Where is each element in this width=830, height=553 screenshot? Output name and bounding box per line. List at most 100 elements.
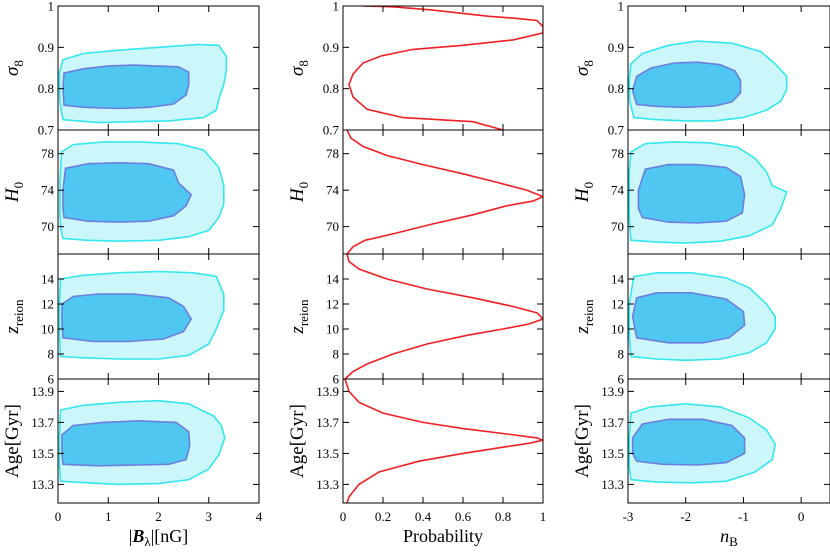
ytick-label: 70 [326, 219, 339, 234]
xtick-label: 0.6 [455, 509, 472, 524]
ytick-label: 13.7 [31, 415, 54, 430]
xtick-label: 1 [105, 509, 112, 524]
panel-zreion-prob: 6 8 10 12 14 zreion [287, 253, 544, 387]
contour-68-age-B [61, 419, 191, 467]
panel-zreion-nB: 6 8 10 12 14 zreion [572, 253, 830, 387]
ytick-label: 74 [41, 183, 55, 198]
pdf-curve-age [344, 379, 543, 503]
ylabel-zreion: zreion [2, 299, 26, 335]
ytick-label: 13.5 [601, 446, 624, 461]
panel-H0-prob: 70 74 78 H0 [287, 129, 544, 255]
ytick-label: 1 [618, 0, 625, 14]
xlabel-B: |Bλ|[nG] [129, 526, 189, 549]
ytick-label: 78 [326, 146, 339, 161]
panel-age-B: 13.3 13.5 13.7 13.9 0 1 2 3 4 Age[Gyr] [2, 378, 263, 524]
ylabel-sigma8: σ8 [2, 60, 26, 76]
ylabel-H0: H0 [572, 182, 596, 203]
ylabel-sigma8: σ8 [287, 60, 311, 76]
xtick-label: 0.4 [415, 509, 432, 524]
contour-68-H0-B [62, 161, 193, 223]
ytick-label: 0.8 [323, 81, 339, 96]
pdf-curve-H0 [346, 130, 543, 254]
ylabel-H0: H0 [287, 182, 311, 203]
ytick-label: 70 [41, 219, 54, 234]
contour-68-sigma8-B [62, 64, 190, 110]
xtick-label: 3 [206, 509, 213, 524]
xtick-label: 2 [155, 509, 162, 524]
pdf-curve-zreion [344, 254, 543, 379]
ytick-label: 13.7 [316, 415, 339, 430]
ytick-label: 10 [41, 322, 54, 337]
ylabel-age: Age[Gyr] [287, 404, 308, 478]
ytick-label: 0.7 [608, 123, 625, 138]
ytick-label: 13.9 [601, 384, 624, 399]
xtick-label: 1 [540, 509, 547, 524]
ytick-label: 0.9 [608, 40, 624, 55]
ytick-label: 0.8 [608, 81, 624, 96]
panel-age-nB: 13.3 13.5 13.7 13.9 -3 -2 -1 0 Age[Gyr] [572, 378, 830, 524]
ytick-label: 78 [611, 146, 624, 161]
ytick-label: 0.9 [38, 40, 54, 55]
ytick-label: 70 [611, 219, 624, 234]
ytick-label: 8 [618, 347, 625, 362]
ytick-label: 13.5 [316, 446, 339, 461]
ytick-label: 74 [611, 183, 625, 198]
ytick-label: 6 [48, 372, 55, 387]
xtick-label: 0 [55, 509, 62, 524]
panel-sigma8-prob: 0.7 0.8 0.9 1 σ8 [287, 0, 544, 138]
xtick-label: -3 [623, 509, 634, 524]
panel-sigma8-nB: 0.7 0.8 0.9 1 σ8 [572, 0, 830, 138]
panel-frame [627, 378, 830, 504]
ytick-label: 10 [611, 322, 624, 337]
ytick-label: 13.9 [316, 384, 339, 399]
pdf-curve-sigma8 [348, 6, 543, 130]
ytick-label: 10 [326, 322, 339, 337]
ytick-label: 1 [48, 0, 55, 14]
contour-68-age-nB [631, 418, 746, 466]
panel-H0-B: 70 74 78 H0 [2, 129, 260, 255]
ytick-label: 13.9 [31, 384, 54, 399]
xtick-label: 0.8 [495, 509, 511, 524]
ytick-label: 74 [326, 183, 340, 198]
ylabel-H0: H0 [2, 182, 26, 203]
xlabel-prob: Probability [403, 526, 483, 546]
ylabel-zreion: zreion [572, 299, 596, 335]
panel-H0-nB: 70 74 78 H0 [572, 129, 830, 255]
ylabel-sigma8: σ8 [572, 60, 596, 76]
xtick-label: -2 [680, 509, 691, 524]
ylabel-age: Age[Gyr] [572, 404, 593, 478]
panel-frame [342, 129, 544, 255]
xtick-label: 0 [340, 509, 347, 524]
contour-68-sigma8-nB [631, 61, 742, 109]
ytick-label: 78 [41, 146, 54, 161]
ylabel-zreion: zreion [287, 299, 311, 335]
ytick-label: 13.5 [31, 446, 54, 461]
ytick-label: 12 [326, 297, 339, 312]
panel-frame [342, 253, 544, 380]
xtick-label: 0.2 [375, 509, 391, 524]
ytick-label: 0.7 [38, 123, 55, 138]
panel-sigma8-B: 0.7 0.8 0.9 1 σ8 [2, 0, 260, 138]
ytick-label: 13.3 [316, 477, 339, 492]
ytick-label: 6 [333, 372, 340, 387]
ytick-label: 0.9 [323, 40, 339, 55]
ytick-label: 0.7 [323, 123, 340, 138]
ylabel-age: Age[Gyr] [2, 404, 23, 478]
ytick-label: 13.7 [601, 415, 624, 430]
ytick-label: 1 [333, 0, 340, 14]
ytick-label: 8 [333, 347, 340, 362]
ytick-label: 13.3 [601, 477, 624, 492]
contour-68-H0-nB [637, 163, 746, 224]
panel-zreion-B: 6 8 10 12 14 zreion [2, 253, 260, 387]
contour-68-zreion-nB [631, 291, 746, 344]
ytick-label: 14 [326, 272, 340, 287]
xtick-label: 0 [798, 509, 805, 524]
xtick-label: -1 [738, 509, 749, 524]
ytick-label: 12 [41, 297, 54, 312]
ytick-label: 12 [611, 297, 624, 312]
contour-68-zreion-B [61, 293, 193, 343]
ytick-label: 14 [41, 272, 55, 287]
ytick-label: 0.8 [38, 81, 54, 96]
ytick-label: 8 [48, 347, 55, 362]
